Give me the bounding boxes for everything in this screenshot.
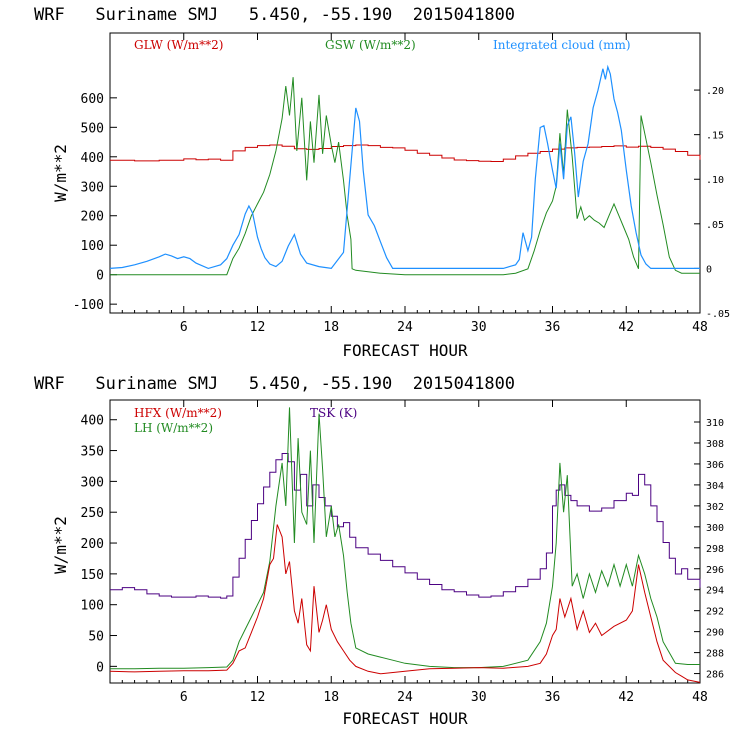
y2-tick-label: 288 [706, 649, 724, 660]
x-tick-label: 42 [618, 320, 634, 335]
y2-tick-label: 310 [706, 418, 724, 429]
y-tick-label: 100 [81, 599, 104, 614]
y2-tick-label: .15 [706, 131, 724, 142]
series-lh-line [110, 407, 700, 670]
series-glw-line [110, 144, 701, 162]
y-tick-label: 250 [81, 506, 104, 521]
legend-cloud: Integrated cloud (mm) [493, 38, 631, 52]
y2-tick-label: 300 [706, 523, 724, 534]
bottom-x-axis: 6 12 18 24 30 36 42 48 [121, 400, 708, 705]
x-tick-label: 30 [471, 320, 487, 335]
top-x-axis-label: FORECAST HOUR [342, 341, 468, 360]
legend-tsk: TSK (K) [310, 406, 357, 420]
y2-tick-label: 306 [706, 460, 724, 471]
y-tick-label: 50 [88, 630, 104, 645]
y-tick-label: 200 [81, 537, 104, 552]
top-chart-title: WRF Suriname SMJ 5.450, -55.190 20150418… [34, 5, 515, 25]
y2-tick-label: .10 [706, 175, 724, 186]
top-y-axis: -100 0 100 200 300 400 500 600 [73, 92, 117, 313]
y2-tick-label: 296 [706, 565, 724, 576]
y-tick-label: -100 [73, 298, 104, 313]
y2-tick-label: 290 [706, 628, 724, 639]
x-tick-label: 18 [323, 320, 339, 335]
x-tick-label: 24 [397, 690, 413, 705]
y2-tick-label: 286 [706, 670, 724, 681]
x-tick-label: 12 [250, 690, 266, 705]
top-plot-frame [109, 32, 701, 314]
y-tick-label: 100 [81, 239, 104, 254]
y-tick-label: 400 [81, 151, 104, 166]
y-tick-label: 300 [81, 180, 104, 195]
y2-tick-label: -.05 [706, 309, 730, 320]
y-tick-label: 500 [81, 121, 104, 136]
bottom-chart: WRF Suriname SMJ 5.450, -55.190 20150418… [34, 374, 724, 728]
bottom-y-axis: 0 50 100 150 200 250 300 350 400 [81, 414, 117, 675]
y2-tick-label: .05 [706, 220, 724, 231]
y2-tick-label: .20 [706, 86, 724, 97]
x-tick-label: 36 [545, 690, 561, 705]
top-x-axis: 6 12 18 24 30 36 42 48 [121, 33, 708, 335]
x-tick-label: 36 [545, 320, 561, 335]
y-tick-label: 400 [81, 414, 104, 429]
y2-tick-label: 304 [706, 481, 724, 492]
x-tick-label: 6 [180, 320, 188, 335]
series-gsw-line [110, 77, 700, 276]
y2-tick-label: 294 [706, 586, 724, 597]
y2-tick-label: 298 [706, 544, 724, 555]
x-tick-label: 12 [250, 320, 266, 335]
y-tick-label: 300 [81, 475, 104, 490]
x-tick-label: 24 [397, 320, 413, 335]
series-tsk-line [110, 453, 701, 599]
y-tick-label: 0 [96, 269, 104, 284]
y-tick-label: 150 [81, 568, 104, 583]
y2-tick-label: 302 [706, 502, 724, 513]
bottom-x-axis-label: FORECAST HOUR [342, 709, 468, 728]
top-y2-axis: -.05 0 .05 .10 .15 .20 [694, 86, 730, 320]
top-y-axis-label: W/m**2 [51, 144, 70, 202]
y-tick-label: 350 [81, 445, 104, 460]
series-hfx-line [109, 524, 701, 683]
bottom-y2-axis: 286 288 290 292 294 296 298 300 302 304 306 308 310 [694, 418, 724, 681]
x-tick-label: 18 [323, 690, 339, 705]
legend-glw: GLW (W/m**2) [134, 38, 223, 52]
legend-hfx: HFX (W/m**2) [134, 406, 222, 420]
bottom-chart-title: WRF Suriname SMJ 5.450, -55.190 20150418… [34, 374, 515, 394]
legend-lh: LH (W/m**2) [134, 421, 213, 435]
bottom-plot-frame [109, 399, 701, 684]
y-tick-label: 0 [96, 660, 104, 675]
y-tick-label: 200 [81, 210, 104, 225]
bottom-y-axis-label: W/m**2 [51, 516, 70, 574]
x-tick-label: 30 [471, 690, 487, 705]
x-tick-label: 6 [180, 690, 188, 705]
legend-gsw: GSW (W/m**2) [325, 38, 416, 52]
x-tick-label: 48 [692, 320, 708, 335]
series-cloud-line [109, 64, 700, 270]
y2-tick-label: 308 [706, 439, 724, 450]
top-chart: WRF Suriname SMJ 5.450, -55.190 20150418… [34, 5, 730, 360]
y2-tick-label: 0 [706, 264, 712, 275]
y-tick-label: 600 [81, 92, 104, 107]
x-tick-label: 42 [618, 690, 634, 705]
x-tick-label: 48 [692, 690, 708, 705]
y2-tick-label: 292 [706, 607, 724, 618]
